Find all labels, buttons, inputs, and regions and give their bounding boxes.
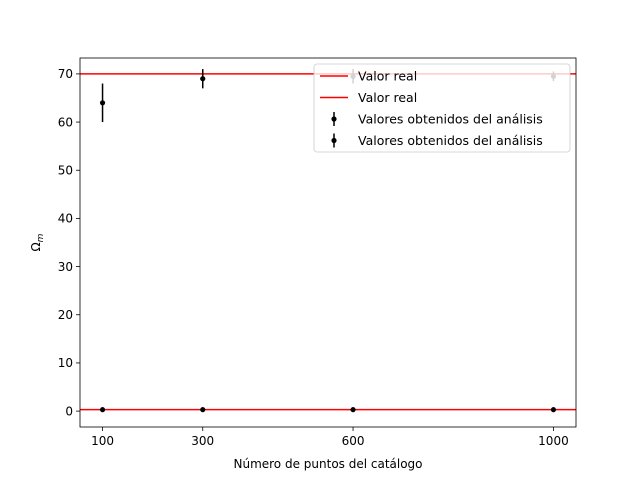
- legend: Valor real Valor real Valores obtenidos de…: [313, 63, 571, 153]
- legend-label-3: Valores obtenidos del análisis: [358, 112, 543, 127]
- data-point-s2-4: [550, 407, 557, 413]
- legend-handle-3: [331, 116, 337, 122]
- legend-label-1: Valor real: [358, 69, 417, 84]
- y-tick-label-8: 70: [58, 67, 73, 81]
- x-tick-label-2: 300: [191, 434, 214, 448]
- x-axis-label: Número de puntos del catálogo: [233, 457, 422, 471]
- y-tick-label-1: 0: [65, 404, 73, 418]
- y-tick-label-4: 30: [58, 260, 73, 274]
- x-tick-label-3: 600: [342, 434, 365, 448]
- y-axis-label-subscript: m: [36, 233, 46, 242]
- data-point-s1-4: [550, 73, 557, 79]
- legend-box: [313, 63, 571, 153]
- y-tick-label-6: 50: [58, 164, 73, 178]
- data-point-s2-1: [99, 407, 106, 413]
- x-tick-label-1: 100: [91, 434, 114, 448]
- y-tick-label-3: 20: [58, 308, 73, 322]
- y-tick-label-2: 10: [58, 356, 73, 370]
- x-axis: 100 300 600 1000: [91, 427, 569, 448]
- y-tick-label-5: 40: [58, 212, 73, 226]
- y-tick-label-7: 60: [58, 115, 73, 129]
- data-series: [99, 69, 557, 413]
- legend-covered-points: [350, 69, 557, 84]
- legend-label-4: Valores obtenidos del análisis: [358, 133, 543, 148]
- data-point-s1-3: [350, 73, 356, 79]
- x-tick-label-4: 1000: [538, 434, 569, 448]
- data-point-s2-3: [350, 407, 356, 413]
- data-point-s1-1: [99, 100, 106, 106]
- legend-label-2: Valor real: [358, 90, 417, 105]
- y-axis-label-base: Ω: [29, 242, 43, 251]
- y-axis: 0 10 20 30 40 50 60 70: [58, 67, 80, 418]
- plot-frame: [79, 57, 577, 428]
- data-point-s1-2: [200, 76, 206, 82]
- legend-handle-4: [331, 137, 337, 144]
- data-point-s2-2: [200, 407, 206, 413]
- y-axis-label: Ωm: [29, 233, 46, 251]
